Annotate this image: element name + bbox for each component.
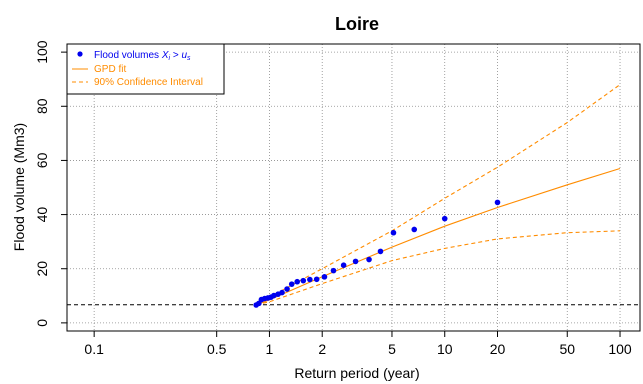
legend-label-main: Flood volumes xyxy=(94,50,162,61)
y-tick-label: 20 xyxy=(34,261,50,277)
y-tick-label: 0 xyxy=(34,319,50,327)
y-tick-label: 60 xyxy=(34,152,50,168)
y-axis-label: Flood volume (Mm3) xyxy=(11,123,27,251)
legend: Flood volumes Xi > us GPD fit 90% Confid… xyxy=(66,43,225,95)
data-point xyxy=(300,277,307,284)
x-tick-label: 50 xyxy=(559,341,575,357)
x-axis: 0.1 0.5 1 2 5 10 20 50 100 xyxy=(84,331,632,357)
points-layer xyxy=(253,199,501,308)
data-point xyxy=(307,276,313,283)
legend-label-math-u: u xyxy=(181,50,187,61)
data-point xyxy=(284,286,290,292)
lines-layer xyxy=(255,84,621,306)
legend-label-flood-volumes: Flood volumes Xi > us xyxy=(94,50,191,62)
data-point xyxy=(330,267,337,274)
data-point xyxy=(313,276,320,283)
legend-label-math-x: X xyxy=(161,50,169,61)
series-line-90-ci-upper xyxy=(255,84,621,306)
y-axis: 0 20 40 60 80 100 xyxy=(34,40,67,327)
legend-label-sub-i: i xyxy=(168,55,170,62)
data-point xyxy=(340,262,347,269)
data-point xyxy=(294,278,301,285)
x-tick-label: 0.5 xyxy=(207,341,227,357)
x-tick-label: 100 xyxy=(608,341,632,357)
plot-frame xyxy=(66,43,641,332)
legend-label-gpd-fit: GPD fit xyxy=(94,64,126,75)
data-point xyxy=(377,248,384,255)
legend-label-sub-s: s xyxy=(187,55,191,62)
x-tick-label: 2 xyxy=(318,341,326,357)
data-point xyxy=(390,229,397,236)
grid xyxy=(67,44,640,331)
chart-title: Loire xyxy=(335,14,379,34)
legend-label-ci: 90% Confidence Interval xyxy=(94,77,203,88)
data-point xyxy=(352,258,359,265)
legend-label-gt: > xyxy=(170,50,181,61)
series-line-90-ci-lower xyxy=(256,230,621,306)
legend-box xyxy=(66,43,225,95)
x-tick-label: 20 xyxy=(490,341,506,357)
x-tick-label: 10 xyxy=(437,341,453,357)
x-tick-label: 1 xyxy=(266,341,274,357)
y-tick-label: 40 xyxy=(34,207,50,223)
data-point xyxy=(494,199,501,206)
legend-marker-flood-volumes xyxy=(77,51,83,57)
x-tick-label: 0.1 xyxy=(84,341,104,357)
x-tick-label: 5 xyxy=(388,341,396,357)
data-point xyxy=(411,226,418,233)
data-point xyxy=(321,274,328,280)
data-point xyxy=(441,215,448,222)
data-point xyxy=(279,289,285,296)
y-tick-label: 100 xyxy=(34,40,50,64)
x-axis-label: Return period (year) xyxy=(294,365,419,381)
y-tick-label: 80 xyxy=(34,98,50,114)
series-line-gpd-fit xyxy=(256,167,621,306)
data-point xyxy=(366,256,372,263)
data-point xyxy=(288,281,295,287)
